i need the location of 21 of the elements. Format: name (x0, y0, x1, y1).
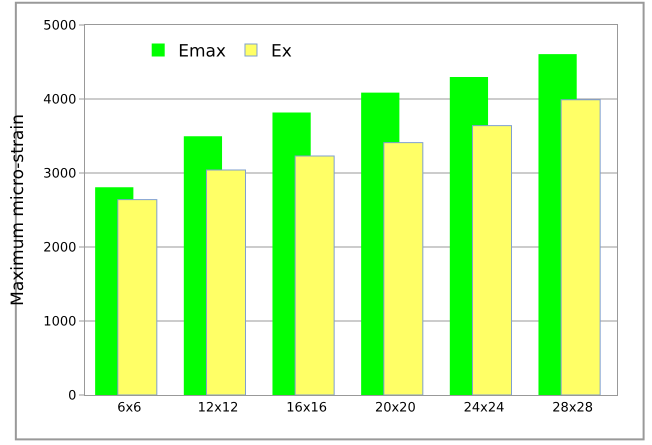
y-tick-label: 3000 (43, 166, 76, 182)
x-tick-label: 16x16 (286, 400, 328, 416)
y-tick-label: 1000 (43, 314, 76, 330)
bar (117, 199, 158, 395)
bar (294, 155, 335, 395)
legend-label: Ex (270, 42, 292, 62)
x-tick-label: 20x20 (374, 400, 416, 416)
bar (472, 125, 512, 395)
bar (560, 99, 601, 395)
y-tick-label: 2000 (43, 240, 76, 256)
x-tick-label: 24x24 (464, 400, 504, 416)
y-axis-title: Maximum micro-strain (8, 114, 28, 306)
bar (206, 170, 246, 395)
x-tick-label: 12x12 (198, 400, 238, 416)
y-tick-label: 5000 (43, 18, 76, 34)
y-tick-label: 0 (68, 388, 76, 404)
legend-label: Emax (178, 42, 226, 62)
x-tick-label: 6x6 (117, 400, 142, 416)
bar (383, 142, 424, 395)
y-tick-label: 4000 (43, 92, 76, 108)
x-tick-label: 28x28 (552, 400, 594, 416)
